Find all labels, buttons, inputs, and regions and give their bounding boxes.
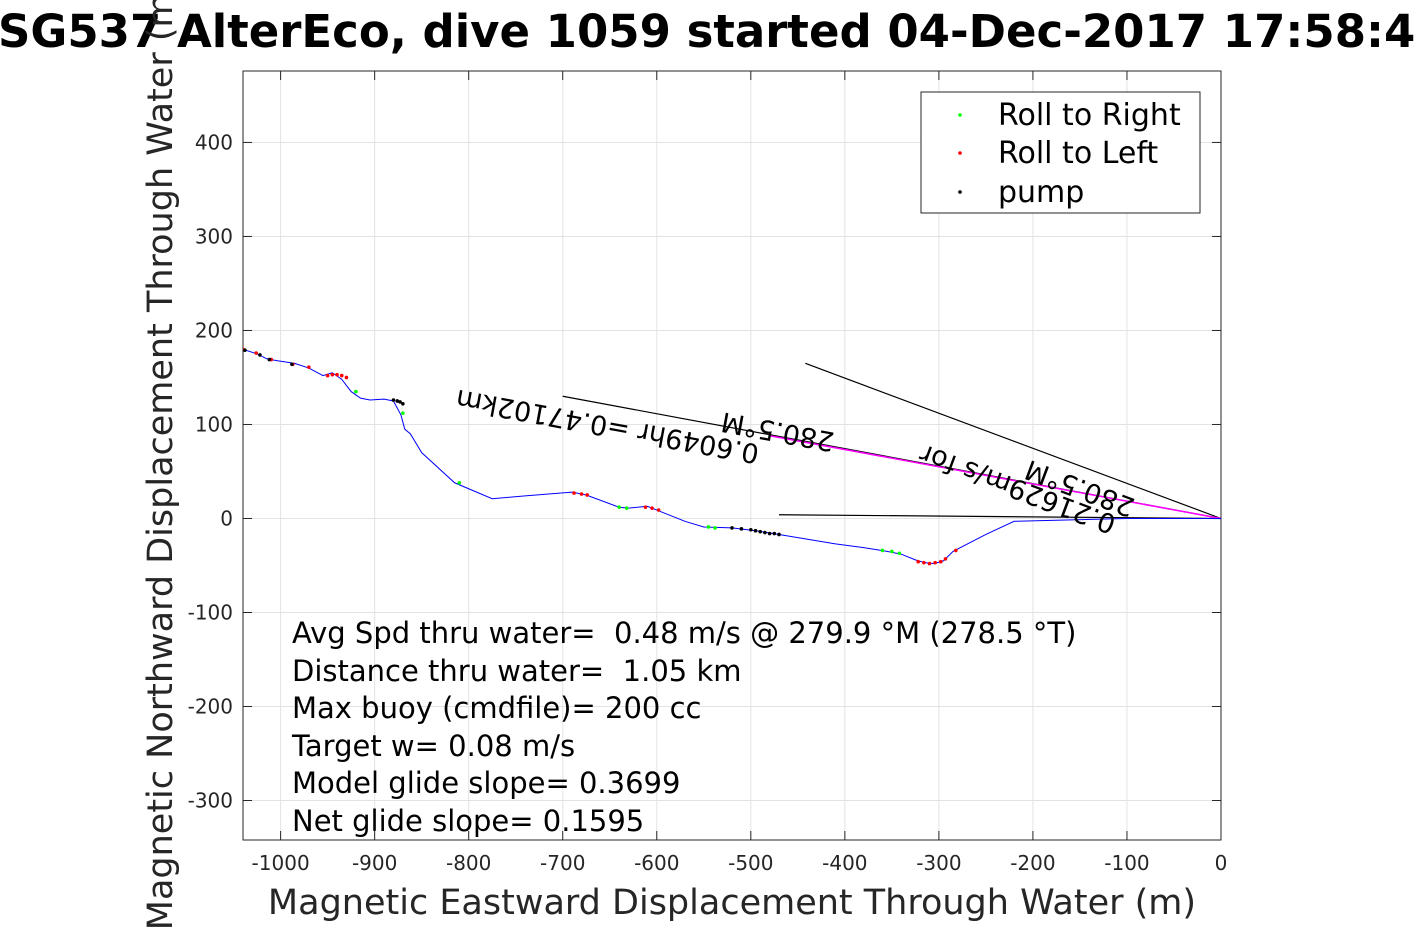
- pump-point: [777, 532, 781, 537]
- roll-left-point: [325, 373, 330, 378]
- y-tick-label: -300: [188, 789, 233, 813]
- x-tick-label: -1000: [252, 851, 310, 875]
- x-tick-label: -500: [728, 851, 773, 875]
- roll-left-point: [650, 506, 654, 510]
- info-avg-speed: Avg Spd thru water= 0.48 m/s @ 279.9 °M …: [292, 616, 1076, 650]
- roll-right-point: [624, 506, 629, 510]
- pump-point: [767, 531, 772, 536]
- legend-marker-pump: [958, 190, 962, 194]
- pump-point: [758, 529, 763, 534]
- roll-left-point: [656, 508, 661, 512]
- legend: Roll to Right Roll to Left pump: [920, 91, 1201, 214]
- x-tick-label: -100: [1104, 851, 1149, 875]
- y-tick-label: 400: [195, 130, 233, 154]
- roll-left-point: [933, 560, 937, 565]
- y-tick-label: 100: [195, 412, 233, 436]
- pump-point: [243, 348, 247, 353]
- roll-right-point: [713, 526, 717, 530]
- legend-label-roll-right: Roll to Right: [998, 98, 1181, 133]
- chart-title: SG537 AlterEco, dive 1059 started 04-Dec…: [0, 5, 1415, 58]
- roll-right-point: [617, 505, 621, 510]
- roll-left-point: [938, 559, 943, 564]
- x-tick-label: -300: [916, 851, 961, 875]
- roll-left-point: [922, 560, 926, 565]
- roll-right-point: [897, 551, 902, 556]
- info-box: Avg Spd thru water= 0.48 m/s @ 279.9 °M …: [291, 616, 1076, 838]
- plot-frame: [242, 70, 1222, 841]
- roll-left-point: [335, 372, 339, 377]
- series: [243, 347, 1221, 566]
- legend-label-roll-left: Roll to Left: [998, 136, 1158, 171]
- y-axis-label: Magnetic Northward Displacement Through …: [141, 0, 181, 930]
- roll-left-point: [585, 493, 589, 497]
- roll-right-point: [890, 549, 894, 554]
- roll-left-point: [927, 561, 932, 566]
- pump-point: [753, 528, 758, 533]
- pump-point: [772, 531, 777, 536]
- pump-point: [749, 527, 753, 532]
- reference-line: [805, 362, 1221, 520]
- y-tick-label: -100: [188, 600, 233, 624]
- x-tick-label: -700: [540, 851, 585, 875]
- info-target-w: Target w= 0.08 m/s: [291, 729, 575, 763]
- pump-point: [395, 399, 400, 403]
- pump-point: [398, 400, 402, 404]
- x-tick-label: 0: [1215, 851, 1228, 875]
- y-tick-label: 200: [195, 318, 233, 342]
- roll-left-point: [916, 559, 920, 564]
- roll-left-point: [339, 373, 344, 378]
- info-max-buoy: Max buoy (cmdfile)= 200 cc: [292, 691, 701, 725]
- pump-point: [258, 353, 262, 357]
- axis-ticks: -1000 -900 -800 -700 -600 -500 -400 -300 -200 -10…: [188, 71, 1228, 875]
- roll-left-point: [330, 372, 335, 377]
- roll-left-point: [579, 492, 584, 496]
- roll-left-point: [254, 351, 258, 355]
- roll-right-point: [706, 525, 711, 529]
- y-tick-label: 300: [195, 224, 233, 248]
- pump-point: [267, 357, 272, 362]
- roll-right-point: [354, 389, 358, 394]
- pump-point: [401, 401, 405, 406]
- x-tick-label: -200: [1010, 851, 1055, 875]
- pump-point: [739, 527, 744, 531]
- roll-left-point: [943, 557, 948, 561]
- roll-right-point: [880, 548, 885, 553]
- roll-left-point: [643, 505, 648, 510]
- pump-point: [391, 398, 396, 402]
- reference-line: [779, 514, 1221, 520]
- pump-point: [730, 526, 734, 530]
- legend-box: [920, 91, 1201, 214]
- pump-point: [763, 530, 767, 535]
- roll-right-point: [457, 480, 462, 485]
- legend-label-pump: pump: [998, 175, 1084, 210]
- roll-left-point: [307, 365, 311, 369]
- legend-marker-roll-left: [958, 151, 962, 155]
- legend-marker-roll-right: [958, 113, 962, 117]
- x-tick-label: -800: [446, 851, 491, 875]
- y-tick-label: -200: [188, 695, 233, 719]
- x-axis-label: Magnetic Eastward Displacement Through W…: [268, 883, 1196, 923]
- x-tick-label: -400: [822, 851, 867, 875]
- x-tick-label: -900: [352, 851, 397, 875]
- heading-line: [769, 435, 1221, 520]
- x-tick-label: -600: [634, 851, 679, 875]
- y-tick-label: 0: [220, 506, 233, 530]
- roll-left-point: [954, 548, 958, 553]
- info-distance: Distance thru water= 1.05 km: [292, 654, 742, 688]
- info-model-glide-slope: Model glide slope= 0.3699: [292, 766, 680, 800]
- pump-point: [290, 362, 294, 367]
- roll-left-point: [344, 375, 349, 380]
- roll-left-point: [572, 491, 576, 495]
- info-net-glide-slope: Net glide slope= 0.1595: [292, 804, 644, 838]
- roll-right-point: [401, 411, 405, 415]
